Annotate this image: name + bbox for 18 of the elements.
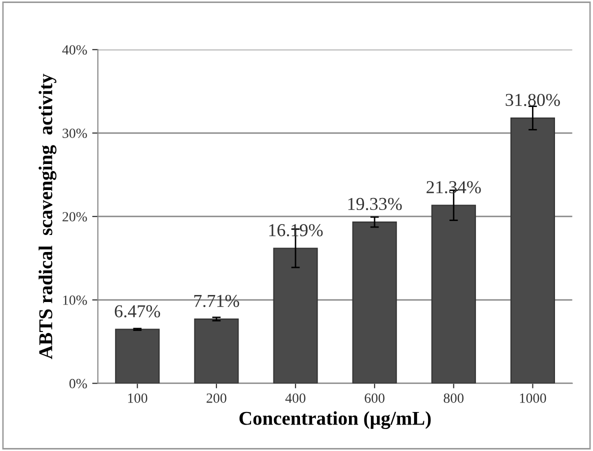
x-axis-title: Concentration (μg/mL) <box>239 411 431 430</box>
x-tick-label: 1000 <box>520 393 546 403</box>
y-axis-title: ABTS radical scavenging activity <box>38 74 56 360</box>
data-label: 6.47% <box>114 305 160 318</box>
y-tick-label: 10% <box>63 296 87 305</box>
y-tick-label: 0% <box>69 378 87 388</box>
data-label: 19.33% <box>348 198 402 210</box>
x-tick-label: 400 <box>285 393 306 403</box>
data-label: 21.34% <box>426 181 481 194</box>
x-tick-label: 600 <box>364 393 384 403</box>
x-tick-label: 800 <box>444 393 464 403</box>
x-tick-label: 100 <box>128 393 148 403</box>
data-label: 16.19% <box>269 224 323 236</box>
y-tick-label: 40% <box>62 45 87 55</box>
data-label: 31.80% <box>506 94 560 106</box>
y-tick-label: 20% <box>62 212 87 222</box>
x-tick-label: 200 <box>206 393 226 403</box>
y-tick-label: 30% <box>62 128 87 138</box>
